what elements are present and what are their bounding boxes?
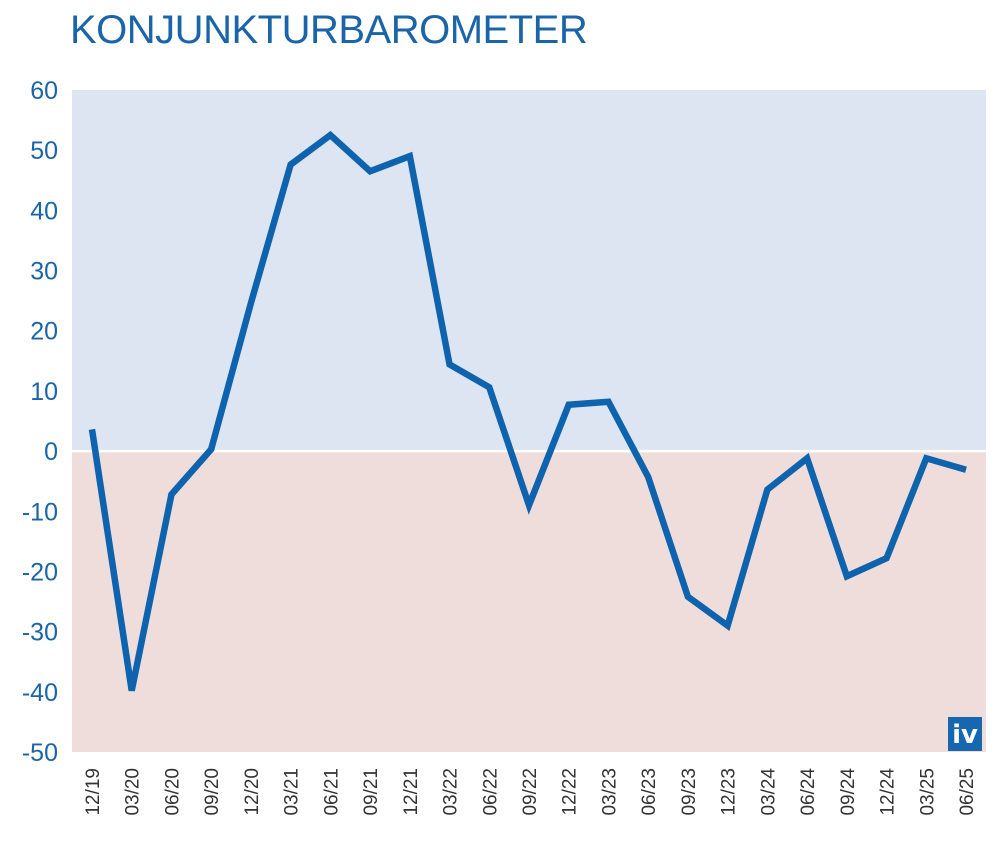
- y-tick-label: 40: [30, 197, 58, 225]
- x-tick-label: 06/21: [321, 768, 342, 816]
- x-axis: 12/19 03/20 06/20 09/20 12/20 03/21 06/21 09/21…: [83, 768, 978, 816]
- x-tick-label: 03/25: [917, 768, 938, 816]
- chart-title: KONJUNKTURBAROMETER: [70, 8, 588, 52]
- x-tick-label: 12/23: [719, 768, 740, 816]
- x-tick-label: 09/21: [361, 768, 382, 816]
- logo-text: iv: [952, 720, 978, 750]
- x-tick-label: 12/22: [560, 768, 581, 816]
- y-tick-label: 0: [44, 438, 58, 466]
- y-tick-label: -40: [22, 679, 58, 707]
- y-tick-label: 20: [30, 318, 58, 346]
- y-tick-label: 30: [30, 258, 58, 286]
- y-tick-label: -20: [22, 558, 58, 586]
- y-axis: 60 50 40 30 20 10 0 -10 -20 -30 -40 -50: [22, 77, 58, 767]
- x-tick-label: 09/20: [202, 768, 223, 816]
- iv-logo: iv: [948, 717, 982, 751]
- y-tick-label: -50: [22, 739, 58, 767]
- x-tick-label: 09/23: [679, 768, 700, 816]
- x-tick-label: 12/24: [878, 768, 899, 816]
- x-tick-label: 03/20: [123, 768, 144, 816]
- x-tick-label: 09/24: [838, 768, 859, 816]
- x-tick-label: 06/23: [639, 768, 660, 816]
- x-tick-label: 03/24: [758, 768, 779, 816]
- x-tick-label: 03/23: [599, 768, 620, 816]
- y-tick-label: -10: [22, 498, 58, 526]
- x-tick-label: 06/24: [798, 768, 819, 816]
- series-group: [88, 130, 967, 692]
- x-tick-label: 06/25: [957, 768, 978, 816]
- y-tick-label: 60: [30, 77, 58, 105]
- y-tick-label: 10: [30, 378, 58, 406]
- logo-badge: [948, 717, 982, 751]
- y-tick-label: 50: [30, 137, 58, 165]
- x-tick-label: 09/22: [520, 768, 541, 816]
- x-tick-label: 06/20: [162, 768, 183, 816]
- x-tick-label: 03/21: [282, 768, 303, 816]
- x-tick-label: 12/21: [401, 768, 422, 816]
- y-tick-label: -30: [22, 619, 58, 647]
- positive-band: [72, 90, 986, 452]
- x-tick-label: 12/20: [242, 768, 263, 816]
- background-bands: [72, 90, 986, 752]
- x-tick-label: 12/19: [83, 768, 104, 816]
- x-tick-label: 06/22: [480, 768, 501, 816]
- x-tick-label: 03/22: [441, 768, 462, 816]
